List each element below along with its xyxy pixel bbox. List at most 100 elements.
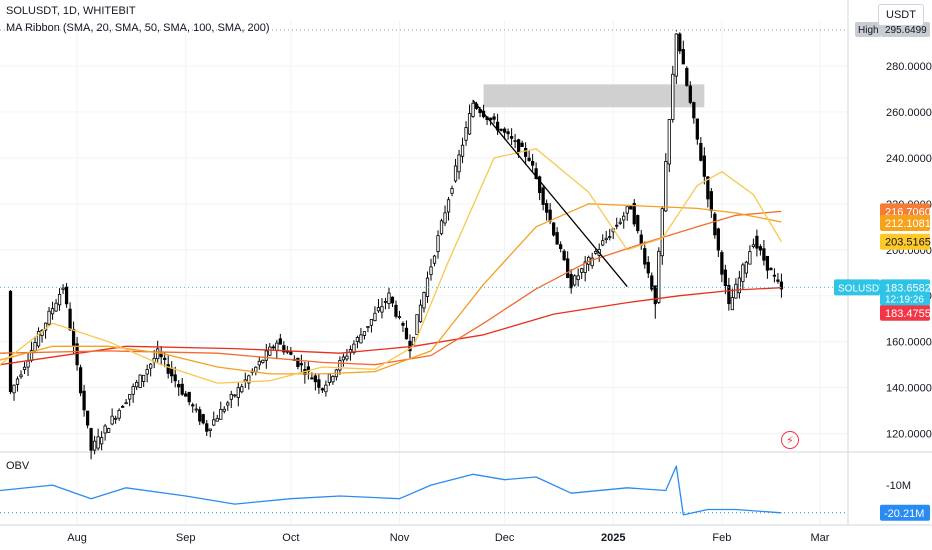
candle-body (36, 331, 41, 347)
high-tag-label-bg (855, 21, 881, 37)
candle-body (573, 275, 577, 286)
candle-body (706, 176, 710, 200)
candle-body (555, 232, 559, 245)
candle-body (33, 342, 37, 352)
candle-body (324, 384, 328, 393)
candle-body (531, 160, 535, 166)
candle-body (471, 102, 475, 117)
indicator-legend[interactable]: MA Ribbon (SMA, 20, SMA, 50, SMA, 100, S… (6, 22, 270, 34)
candle-body (57, 294, 62, 306)
candle-body (43, 322, 48, 331)
x-tick-label: Nov (390, 532, 410, 544)
candle-body (516, 139, 521, 153)
candle-body (709, 191, 713, 212)
candle-body (576, 275, 580, 280)
candle-body (397, 316, 402, 319)
candle-body (608, 236, 612, 239)
x-tick-label: Mar (810, 532, 829, 544)
candle-body (779, 281, 784, 290)
candle-body (618, 221, 622, 224)
sma200-tag-bg (880, 304, 930, 321)
candle-body (772, 274, 777, 277)
lightning-icon[interactable]: ⚡ (781, 431, 799, 449)
candle-body (71, 329, 76, 346)
candle-body (446, 199, 451, 213)
candle-body (352, 343, 356, 353)
candle-body (222, 408, 226, 412)
candle-body (559, 244, 563, 249)
obv-label[interactable]: OBV (6, 460, 30, 472)
candle-body (359, 334, 363, 344)
candle-body (443, 212, 447, 224)
candle-body (282, 345, 286, 353)
candle-body (488, 117, 493, 121)
candle-body (667, 119, 671, 165)
sma20-tag: 203.5165 (885, 237, 931, 249)
sma50-line (0, 203, 782, 375)
candle-body (135, 381, 139, 388)
y-tick-label: 260.0000 (886, 107, 932, 119)
candle-body (233, 394, 237, 397)
candle-body (562, 250, 566, 261)
candle-body (331, 376, 335, 383)
symbol-title: SOLUSDT, 1D, WHITEBIT (6, 5, 136, 17)
candle-body (436, 235, 440, 252)
candle-body (534, 168, 538, 180)
candle-body (257, 360, 261, 366)
candle-body (173, 374, 177, 382)
candle-body (96, 436, 100, 449)
candle-body (730, 297, 734, 311)
candle-body (184, 393, 188, 397)
trendline (472, 100, 628, 287)
candle-body (678, 33, 682, 52)
candle-body (229, 393, 233, 400)
x-tick-label: Dec (495, 532, 515, 544)
candle-body (685, 68, 689, 86)
candle-body (499, 128, 503, 131)
candle-body (78, 367, 83, 394)
candle-body (163, 357, 167, 360)
candle-body (737, 277, 741, 294)
candle-body (604, 237, 608, 241)
candle-body (376, 307, 381, 312)
candle-body (142, 374, 146, 382)
candle-body (310, 377, 314, 380)
x-tick-label: Oct (282, 532, 299, 544)
candle-body (583, 261, 587, 273)
candle-body (64, 286, 69, 305)
candle-body (643, 248, 647, 265)
candle-body (769, 267, 773, 271)
candle-body (660, 208, 664, 257)
obv-tag-bg (880, 504, 930, 521)
candle-body (68, 308, 72, 331)
candle-body (15, 378, 20, 385)
x-tick-label: Sep (176, 532, 196, 544)
candle-body (741, 264, 745, 282)
candle-body (338, 360, 342, 371)
candle-body (187, 391, 191, 403)
candle-body (755, 235, 759, 249)
current-price-tag-bg (880, 279, 930, 306)
candle-body (205, 423, 209, 432)
countdown-tag: 12:19:26 (885, 294, 924, 305)
candle-body (208, 428, 212, 431)
candle-body (765, 255, 770, 271)
high-tag-label: High (858, 25, 879, 36)
candle-body (124, 402, 128, 405)
candle-body (460, 144, 465, 157)
candle-body (170, 367, 174, 377)
candle-body (776, 279, 780, 282)
candle-body (509, 136, 514, 139)
candle-body (110, 415, 114, 425)
candle-body (713, 213, 717, 236)
candle-body (327, 373, 332, 383)
candle-body (615, 224, 619, 227)
candle-body (373, 312, 377, 321)
candle-body (538, 176, 542, 193)
candle-body (114, 417, 118, 420)
candle-body (289, 351, 293, 355)
candle-body (50, 308, 55, 315)
currency-button[interactable]: USDT (878, 4, 924, 26)
